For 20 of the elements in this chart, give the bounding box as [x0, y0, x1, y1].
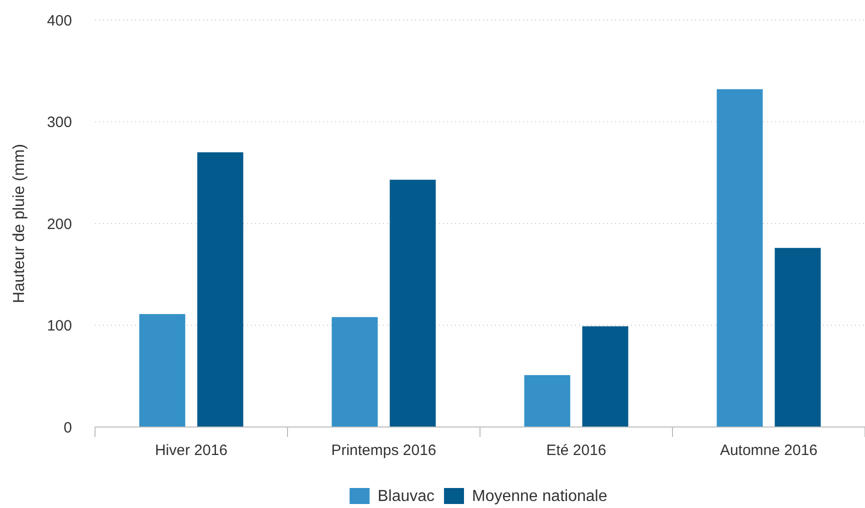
bar: [332, 317, 378, 427]
bar: [197, 152, 244, 427]
legend-label: Moyenne nationale: [472, 488, 608, 505]
bar: [139, 314, 186, 427]
x-tick-label: Automne 2016: [720, 442, 818, 459]
x-tick-label: Hiver 2016: [154, 442, 228, 459]
y-tick-label: 200: [46, 216, 72, 233]
bar: [716, 89, 763, 427]
x-tick-label: Eté 2016: [546, 442, 606, 459]
y-tick-label: 400: [46, 12, 72, 30]
bar: [390, 180, 436, 427]
y-tick-label: 100: [46, 318, 72, 334]
legend-label: Blauvac: [378, 488, 435, 505]
y-axis-title: Hauteur de pluie (mm): [11, 144, 28, 304]
bar: [524, 375, 570, 427]
y-tick-label: 0: [64, 419, 72, 436]
bar: [774, 248, 821, 427]
bar: [582, 326, 628, 427]
y-tick-label: 300: [46, 114, 72, 131]
x-tick-label: Printemps 2016: [331, 442, 436, 459]
